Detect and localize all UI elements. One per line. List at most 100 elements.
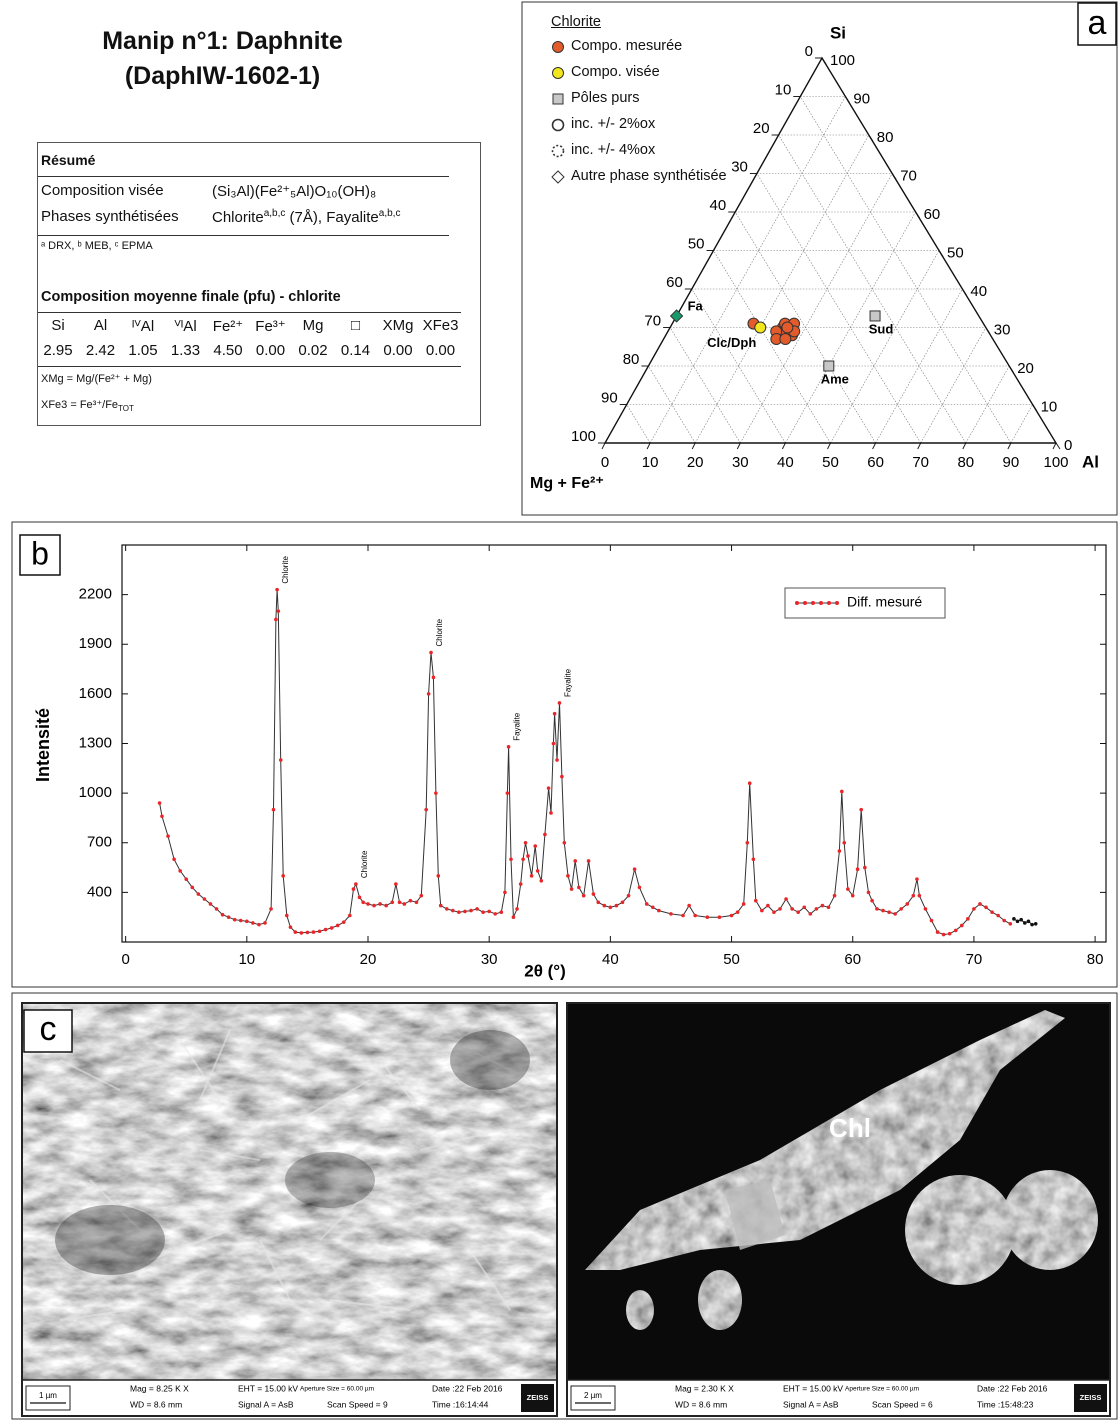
- point: [1015, 919, 1020, 924]
- grid-line: [830, 250, 940, 444]
- x-tick-label: 20: [360, 951, 377, 968]
- legend-entry: Autre phase synthétisée: [551, 167, 741, 186]
- tick-label: 0: [805, 43, 813, 60]
- sem-info: WD = 8.6 mm: [130, 1399, 182, 1409]
- point: [529, 874, 534, 878]
- panel-label: a: [1088, 4, 1107, 42]
- tick-label: 50: [688, 235, 705, 252]
- sem-crystals: [59, 1029, 531, 1321]
- column-value: 1.33: [170, 342, 201, 359]
- tick-label: 90: [601, 389, 618, 406]
- rule: [38, 312, 461, 313]
- point: [747, 781, 752, 785]
- tick-label: 40: [777, 454, 794, 471]
- tick-label: 30: [731, 158, 748, 175]
- point: [859, 807, 864, 812]
- point: [620, 900, 625, 905]
- point: [424, 807, 428, 812]
- tick-mark: [691, 442, 696, 450]
- column-header: Si: [51, 317, 65, 334]
- point: [562, 840, 567, 845]
- info-bar: [568, 1381, 1109, 1415]
- point: [202, 897, 207, 901]
- point: [523, 840, 528, 845]
- row-value: Chloritea,b,c (7Å), Fayalitea,b,c: [212, 208, 400, 226]
- peak-label: Chlorite: [281, 556, 290, 584]
- point: [285, 913, 289, 918]
- tick-label: 90: [853, 90, 870, 107]
- sem-info: Time :16:14:44: [432, 1399, 489, 1409]
- point: [596, 900, 601, 905]
- grid-line: [740, 173, 893, 444]
- rule: [38, 235, 449, 236]
- grid-line: [626, 404, 651, 444]
- point: [586, 859, 591, 863]
- point: [378, 902, 382, 906]
- point: [426, 692, 431, 696]
- marker: [779, 333, 792, 346]
- info-bar: [23, 1381, 556, 1415]
- point: [372, 903, 376, 908]
- marker: [669, 309, 684, 323]
- x-tick-label: 30: [481, 951, 498, 968]
- legend-entry: inc. +/- 2%ox: [551, 115, 741, 134]
- point: [533, 844, 538, 848]
- column-header: XFe3: [422, 317, 459, 334]
- point: [257, 922, 261, 927]
- tick-label: 70: [644, 312, 661, 329]
- axis-title: Al: [1082, 452, 1099, 471]
- x-tick-label: 80: [1087, 951, 1104, 968]
- point: [911, 893, 916, 898]
- sem-crystal: [585, 1010, 1065, 1270]
- legend-dot: [811, 601, 815, 605]
- point: [335, 923, 340, 928]
- marker: [552, 93, 564, 105]
- point: [444, 907, 449, 911]
- point: [397, 900, 402, 905]
- point: [414, 900, 419, 905]
- point: [506, 745, 511, 749]
- point: [808, 912, 813, 916]
- legend-swatch: [552, 41, 564, 53]
- point: [394, 882, 398, 886]
- legend-dot: [795, 601, 799, 605]
- panel-label-box: [1077, 2, 1117, 46]
- point: [232, 917, 237, 922]
- tick-label: 60: [867, 454, 884, 471]
- point: [557, 701, 562, 705]
- scale-bar-box: [570, 1385, 616, 1411]
- point: [1033, 922, 1038, 926]
- x-tick-label: 50: [723, 951, 740, 968]
- tick-mark: [781, 442, 786, 450]
- legend-dot: [835, 601, 839, 605]
- tick-label: 100: [571, 428, 596, 445]
- grid-line: [691, 288, 786, 444]
- point: [887, 910, 891, 915]
- point: [947, 931, 952, 936]
- point: [846, 887, 850, 891]
- sem-info: Scan Speed = 6: [872, 1399, 933, 1409]
- phase-note: a,b,c: [263, 208, 286, 219]
- tick-label: 0: [1064, 437, 1072, 454]
- point: [293, 930, 298, 934]
- y-tick-label: 1000: [79, 784, 112, 801]
- title: Manip n°1: Daphnite: [102, 27, 343, 55]
- tick-label: 30: [994, 321, 1011, 338]
- point: [855, 867, 860, 872]
- point: [178, 869, 182, 873]
- point: [966, 917, 970, 921]
- column-value: 2.95: [43, 342, 73, 359]
- legend-swatch: [552, 93, 564, 105]
- column-value: 0.02: [298, 342, 328, 359]
- tick-label: 70: [900, 167, 917, 184]
- point: [1030, 922, 1034, 927]
- point: [251, 921, 255, 925]
- legend-swatch: [551, 170, 565, 184]
- marker: [781, 321, 794, 334]
- sem-info: Date :22 Feb 2016: [977, 1383, 1048, 1393]
- point: [493, 912, 498, 916]
- column-header: Fe³⁺: [255, 318, 286, 335]
- point: [840, 789, 844, 794]
- sem-info: Scan Speed = 9: [327, 1399, 388, 1409]
- point: [1026, 919, 1031, 924]
